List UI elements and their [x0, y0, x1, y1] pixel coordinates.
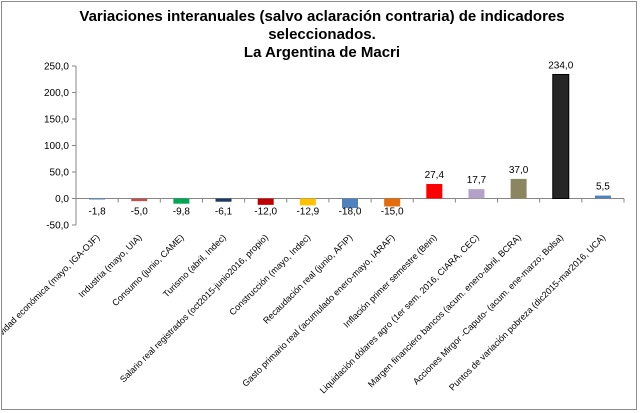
data-label: 37,0 [509, 165, 529, 176]
data-label: 234,0 [548, 60, 573, 71]
chart-title-line-2: seleccionados. [268, 26, 376, 43]
category-label: Puntos de variación pobreza (dic2015-mar… [447, 232, 607, 392]
data-label: 5,5 [596, 182, 610, 193]
chart-title-line-3: La Argentina de Macri [243, 44, 401, 61]
bar [215, 198, 232, 202]
category-label: Liquidación dólares agro (1er sem. 2016,… [318, 232, 481, 395]
category-label: Gasto primario real (acumulado enero-may… [240, 232, 396, 388]
data-label: -9,8 [173, 207, 191, 218]
data-label: -18,0 [339, 207, 362, 218]
y-tick-label: 0,0 [55, 194, 69, 205]
bar [384, 198, 401, 207]
y-tick-label: 200,0 [44, 88, 69, 99]
y-tick-label: 150,0 [44, 115, 69, 126]
bar [552, 73, 570, 199]
category-label: Construcción (mayo, Indec) [227, 232, 312, 317]
data-label: -5,0 [131, 207, 149, 218]
data-label: -6,1 [215, 207, 233, 218]
bar [342, 198, 358, 209]
category-label: Margen financiero bancos (acum. enero-ab… [366, 232, 523, 389]
category-label: Salario real registrados (oct2015-junio2… [118, 232, 270, 384]
y-tick-label: 250,0 [44, 62, 69, 73]
bar [131, 198, 148, 202]
category-label: Acciones Mirgor -Caputo- (acum. ene-marz… [411, 232, 565, 386]
bar [594, 195, 611, 199]
data-label: -12,9 [296, 207, 319, 218]
y-tick-label: 100,0 [44, 141, 69, 152]
data-label: -15,0 [381, 207, 404, 218]
bar [426, 183, 443, 199]
bar [173, 198, 190, 204]
y-tick-label: 50,0 [50, 168, 70, 179]
bar [468, 189, 485, 199]
data-label: -1,8 [88, 207, 106, 218]
category-label: Consumo (junio, CAME) [110, 232, 186, 308]
y-tick-label: -50,0 [46, 221, 69, 232]
data-label: 27,4 [425, 170, 445, 181]
bar [257, 198, 274, 205]
category-label: Recaudación real (junio, AFIP) [261, 232, 354, 325]
data-label: -12,0 [254, 207, 277, 218]
chart-title-line-1: Variaciones interanuales (salvo aclaraci… [79, 8, 565, 25]
bar [510, 178, 527, 199]
chart-title: Variaciones interanuales (salvo aclaraci… [62, 8, 582, 62]
bar [299, 198, 316, 206]
bar [89, 198, 106, 200]
data-label: 17,7 [467, 175, 487, 186]
